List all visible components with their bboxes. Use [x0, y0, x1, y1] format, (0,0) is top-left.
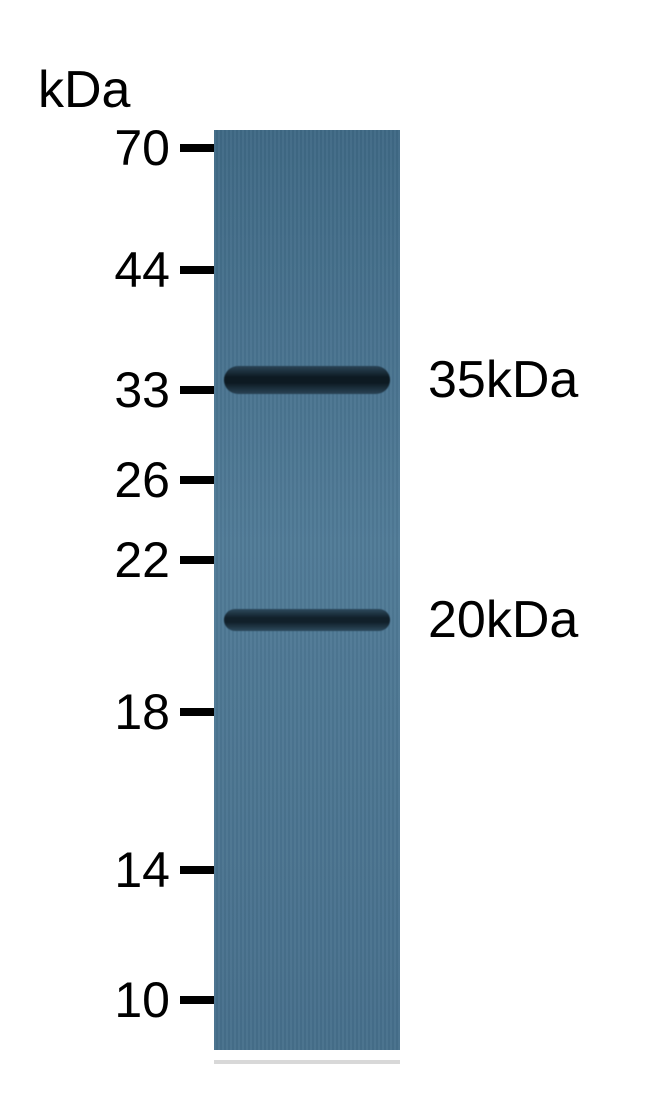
ladder-tick — [180, 708, 214, 716]
ladder-label: 70 — [0, 119, 170, 177]
ladder-tick — [180, 476, 214, 484]
ladder-label: 14 — [0, 841, 170, 899]
axis-title-kda: kDa — [38, 60, 130, 120]
ladder-label: 33 — [0, 361, 170, 419]
ladder-label: 44 — [0, 241, 170, 299]
western-blot-figure: kDa 70 44 33 26 22 18 14 10 35kDa 20kDa — [0, 0, 650, 1118]
ladder-tick — [180, 144, 214, 152]
ladder-tick — [180, 386, 214, 394]
ladder-tick — [180, 866, 214, 874]
ladder-tick — [180, 266, 214, 274]
ladder-label: 18 — [0, 683, 170, 741]
band-label: 35kDa — [428, 350, 578, 410]
blot-lane — [214, 130, 400, 1050]
lane-bottom-rule — [214, 1060, 400, 1064]
ladder-label: 26 — [0, 451, 170, 509]
blot-band — [224, 366, 390, 394]
ladder-tick — [180, 996, 214, 1004]
ladder-label: 22 — [0, 531, 170, 589]
ladder-label: 10 — [0, 971, 170, 1029]
band-label: 20kDa — [428, 590, 578, 650]
blot-band — [224, 609, 390, 631]
ladder-tick — [180, 556, 214, 564]
